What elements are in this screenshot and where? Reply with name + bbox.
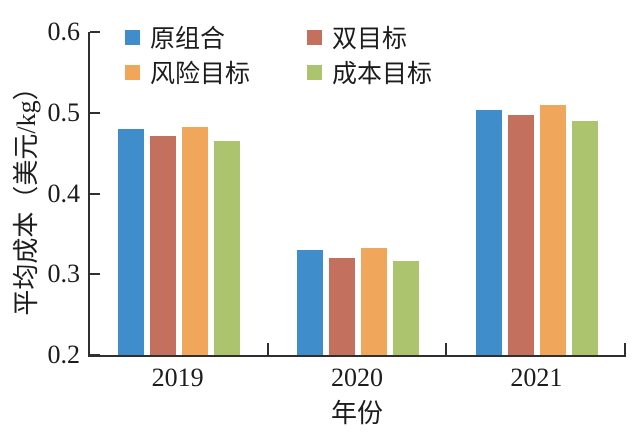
x-category-labels: 2019 2020 2021: [88, 362, 626, 394]
y-tick-mark: [90, 111, 100, 114]
y-tick-label: 0.3: [47, 259, 81, 289]
bar-group-2020: [269, 32, 448, 355]
legend-swatch-icon: [125, 29, 140, 45]
y-tick-mark: [90, 31, 100, 33]
x-tick-mark: [624, 343, 626, 355]
legend-item-双目标: 双目标: [307, 22, 432, 53]
bar-双目标-2021: [507, 115, 534, 355]
y-tick-mark: [90, 354, 100, 356]
y-tick-label: 0.6: [47, 17, 81, 46]
bar-风险目标-2021: [539, 104, 566, 355]
y-tick-label: 0.2: [47, 340, 81, 369]
x-tick-mark: [267, 343, 269, 355]
bar-双目标-2019: [150, 136, 177, 355]
bar-成本目标-2020: [393, 260, 419, 355]
bar-成本目标-2019: [214, 141, 241, 355]
legend-swatch-icon: [307, 29, 322, 45]
bar-风险目标-2020: [361, 248, 387, 355]
x-tick-mark: [445, 343, 447, 355]
bar-group-2021: [447, 32, 626, 355]
bar-groups: [90, 32, 626, 355]
y-tick-mark: [90, 273, 100, 276]
y-tick-mark: [90, 192, 100, 195]
legend-label: 双目标: [332, 26, 408, 53]
bar-原组合-2020: [297, 250, 323, 355]
bar-group-2019: [90, 32, 269, 355]
y-tick-label: 0.4: [47, 178, 81, 208]
bar-双目标-2020: [329, 258, 355, 355]
legend-label: 原组合: [150, 26, 226, 53]
x-category-label-2021: 2021: [510, 363, 563, 392]
legend-swatch-icon: [125, 64, 140, 80]
bar-风险目标-2019: [182, 126, 209, 355]
x-axis-title: 年份: [330, 399, 383, 428]
x-category-label-2020: 2020: [330, 363, 383, 392]
y-tick-label: 0.5: [47, 97, 81, 127]
x-category-label-2019: 2019: [151, 363, 204, 392]
bar-原组合-2021: [475, 110, 502, 355]
legend-item-原组合: 原组合: [125, 22, 307, 53]
bar-原组合-2019: [118, 128, 145, 355]
legend-label: 成本目标: [332, 61, 433, 88]
legend: 原组合 双目标风险目标 成本目标: [125, 22, 433, 88]
legend-item-成本目标: 成本目标: [307, 57, 433, 88]
plot-area: 原组合 双目标风险目标 成本目标: [88, 26, 626, 357]
bar-成本目标-2021: [571, 120, 598, 355]
legend-item-风险目标: 风险目标: [125, 57, 307, 88]
legend-label: 风险目标: [150, 61, 251, 88]
legend-swatch-icon: [307, 64, 322, 80]
